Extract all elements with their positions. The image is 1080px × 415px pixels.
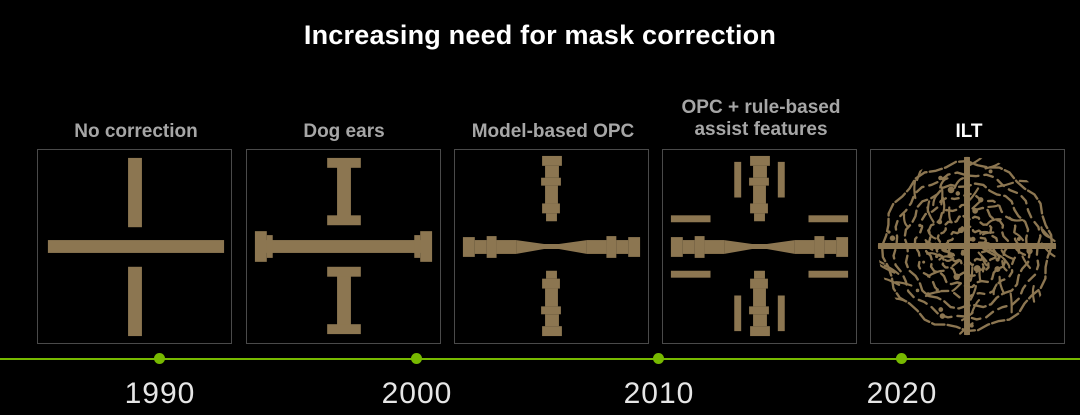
timeline-dot-2010	[653, 353, 664, 364]
mask-panel-model-based-opc	[454, 149, 649, 344]
timeline-dot-2020	[896, 353, 907, 364]
timeline-dot-1990	[154, 353, 165, 364]
mask-panel-opc-assist	[662, 149, 857, 344]
mask-pattern-ilt	[877, 156, 1057, 336]
mask-panel-ilt	[870, 149, 1065, 344]
stage-label-opc-assist: OPC + rule-based assist features	[661, 97, 861, 141]
timeline-axis	[0, 358, 1080, 360]
mask-panel-no-correction	[37, 149, 232, 344]
timeline-dot-2000	[411, 353, 422, 364]
stage-label-opc-assist-line1: OPC + rule-based	[681, 97, 841, 118]
mask-pattern-dog-ears	[254, 157, 433, 335]
mask-pattern-model-opc	[462, 155, 641, 337]
timeline-year-2020: 2020	[866, 377, 938, 410]
mask-panel-dog-ears	[246, 149, 441, 344]
stage-label-no-correction: No correction	[74, 121, 198, 142]
mask-pattern-plain-cross	[47, 157, 225, 337]
timeline-year-2010: 2010	[623, 377, 695, 410]
page-title: Increasing need for mask correction	[303, 20, 777, 50]
stage-label-dog-ears: Dog ears	[303, 121, 385, 142]
timeline-year-1990: 1990	[124, 377, 196, 410]
mask-pattern-opc-assist	[670, 155, 849, 337]
stage-label-ilt: ILT	[955, 121, 983, 142]
stage-label-opc-assist-line2: assist features	[694, 119, 828, 140]
timeline-year-2000: 2000	[381, 377, 453, 410]
stage-label-model-based-opc: Model-based OPC	[471, 121, 635, 142]
